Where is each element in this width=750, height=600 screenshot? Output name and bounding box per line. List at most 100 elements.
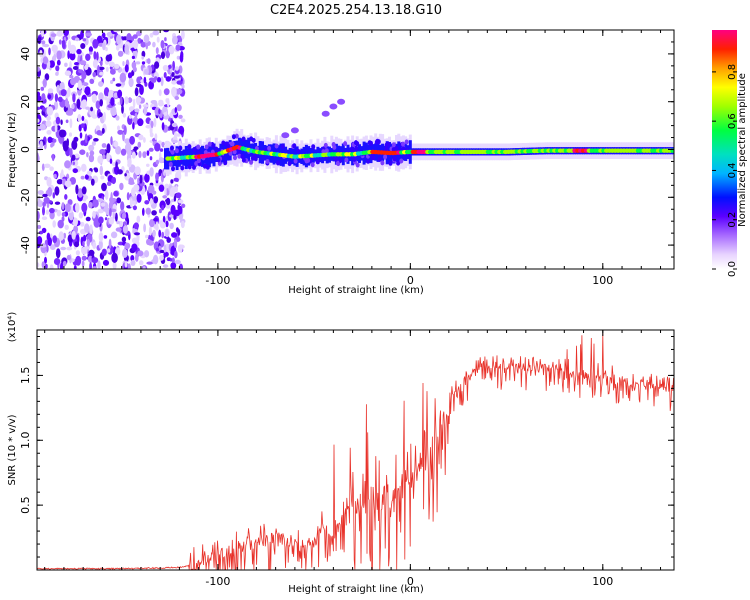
noise-cell [60, 262, 64, 269]
snr-series-line [37, 332, 674, 570]
x-tick-label: 100 [592, 274, 613, 287]
noise-cell [37, 66, 41, 72]
noise-cell [134, 113, 138, 118]
ridge-blob [355, 162, 360, 168]
noise-cell [165, 229, 170, 238]
noise-cell [129, 198, 133, 208]
noise-cell [136, 30, 142, 37]
noise-cell [37, 190, 44, 195]
noise-cell [122, 112, 127, 118]
noise-cell [161, 122, 165, 131]
noise-cell [46, 130, 52, 135]
ridge-blob [274, 143, 279, 149]
noise-cell [58, 39, 62, 45]
noise-cell [56, 50, 62, 60]
noise-cell [171, 232, 178, 238]
noise-cell [64, 62, 68, 67]
noise-cell [99, 60, 103, 67]
noise-cell [65, 110, 73, 116]
noise-cell [155, 247, 159, 252]
noise-cell [112, 77, 116, 82]
noise-cell [170, 179, 174, 184]
noise-cell [54, 201, 61, 205]
noise-cell [179, 263, 183, 269]
noise-cell [161, 141, 165, 148]
noise-cell [104, 217, 108, 221]
noise-cell [152, 30, 160, 36]
noise-cell [60, 246, 67, 251]
noise-cell [135, 61, 141, 65]
noise-cell [82, 196, 87, 202]
ridge-blob [178, 145, 183, 151]
noise-cell [171, 80, 177, 85]
noise-cell [129, 135, 136, 145]
spectrogram-panel: -100 0 100 -40 -20 0 20 40 Height of straight … [7, 29, 675, 296]
noise-cell [92, 210, 96, 219]
noise-cell [81, 260, 85, 267]
ridge-blob [310, 162, 315, 168]
noise-cell [81, 186, 87, 195]
noise-cell [173, 209, 181, 217]
colorbar-tick-label: 0.6 [727, 113, 738, 129]
noise-cell [116, 34, 122, 45]
noise-cell [109, 208, 112, 217]
noise-cell [145, 207, 151, 215]
noise-cell [130, 111, 136, 116]
noise-cell [103, 235, 108, 239]
noise-cell [41, 163, 45, 171]
noise-cell [176, 80, 183, 85]
x-tick-label: 0 [407, 575, 414, 588]
noise-cell [94, 168, 99, 173]
ridge-blob [366, 158, 371, 164]
noise-cell [150, 100, 157, 104]
noise-cell [111, 176, 116, 185]
noise-cell [120, 148, 127, 156]
ridge-blob [237, 153, 242, 159]
noise-cell [100, 202, 106, 207]
ridge-blob [240, 154, 245, 159]
noise-cell [71, 139, 78, 150]
noise-cell [128, 77, 134, 88]
noise-cell [54, 124, 58, 133]
noise-cell [146, 150, 150, 157]
noise-cell [116, 220, 120, 225]
noise-cell [85, 53, 91, 61]
noise-cell [95, 100, 101, 109]
noise-cell [122, 131, 125, 142]
ridge-blob [233, 155, 237, 161]
noise-cell [131, 151, 136, 159]
noise-cell [121, 104, 124, 114]
noise-cell [77, 188, 84, 198]
ridge-blob [344, 157, 349, 163]
noise-cell [47, 94, 52, 100]
noise-cell [119, 96, 123, 105]
noise-cell [54, 93, 59, 102]
noise-cell [62, 260, 67, 267]
noise-cell [128, 181, 135, 185]
ridge-blob [355, 141, 360, 147]
noise-cell [115, 161, 118, 168]
snr-panel: -100 0 100 0.5 1.0 1.5 Height of straight li… [7, 312, 675, 595]
noise-cell [163, 112, 168, 116]
noise-cell [134, 108, 140, 113]
noise-cell [158, 157, 164, 164]
noise-cell [152, 254, 159, 265]
noise-cell [67, 40, 72, 51]
noise-cell [121, 236, 127, 243]
noise-cell [79, 60, 87, 66]
noise-cell [72, 161, 76, 166]
noise-cell [64, 224, 69, 230]
noise-cell [165, 50, 170, 59]
noise-cell [178, 114, 183, 119]
noise-cell [141, 50, 146, 58]
noise-cell [176, 55, 181, 60]
ridge-blob [194, 161, 199, 166]
noise-cell [148, 226, 152, 236]
noise-cell [73, 265, 77, 269]
noise-cell [46, 177, 52, 187]
noise-cell [156, 36, 160, 43]
noise-cell [49, 166, 54, 171]
noise-cell [115, 83, 122, 87]
chart-title: C2E4.2025.254.13.18.G10 [270, 3, 442, 18]
noise-cell [158, 208, 162, 214]
